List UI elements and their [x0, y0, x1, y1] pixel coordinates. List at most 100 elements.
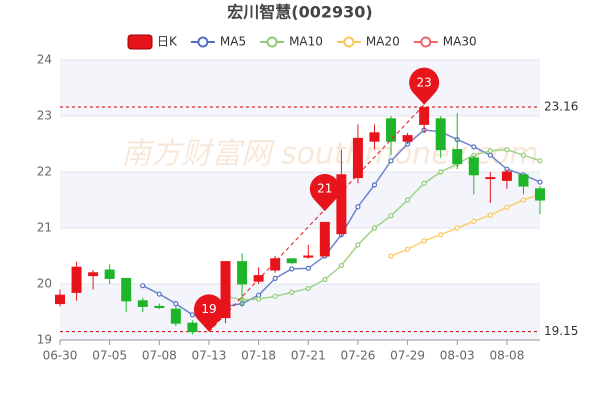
- y-tick-label: 24: [37, 53, 52, 67]
- candle-body: [468, 157, 479, 176]
- ma-point: [404, 197, 411, 203]
- pin-marker: [193, 294, 224, 332]
- ma-line: [225, 148, 541, 301]
- x-tick-label: 07-08: [142, 349, 177, 363]
- ma-point: [537, 158, 543, 164]
- ma-point: [471, 144, 477, 150]
- candle-body: [319, 221, 330, 257]
- ma-point: [487, 212, 493, 218]
- ma-point: [156, 291, 162, 297]
- ma-point: [173, 301, 179, 307]
- ma-point: [471, 218, 477, 224]
- ma-point: [438, 232, 444, 238]
- ma-point: [305, 285, 311, 292]
- candle-body: [485, 177, 496, 180]
- trend-line: [208, 104, 425, 332]
- grid-band: [60, 284, 540, 340]
- candle-body: [187, 322, 198, 333]
- candle-body: [237, 261, 248, 285]
- ma-point: [520, 152, 527, 158]
- candle-body: [501, 171, 512, 181]
- legend-swatch: [420, 36, 432, 48]
- ma-point: [272, 293, 278, 299]
- ma-point: [272, 275, 278, 281]
- legend-swatch: [197, 36, 209, 48]
- reference-label: 19.15: [544, 324, 578, 338]
- ma-point: [487, 148, 493, 154]
- candle-body: [88, 272, 99, 277]
- y-tick-label: 21: [37, 221, 52, 235]
- ma-line: [390, 193, 541, 257]
- chart-title: 宏川智慧(002930): [227, 3, 372, 22]
- ma-point: [371, 182, 378, 188]
- y-tick-label: 19: [37, 333, 52, 347]
- ma-point: [388, 158, 394, 164]
- candle-body: [270, 258, 281, 271]
- legend-swatch: [266, 36, 278, 48]
- y-tick-label: 20: [37, 277, 52, 291]
- pin-label: 19: [201, 302, 216, 316]
- candle-body: [402, 135, 413, 142]
- candle-body: [286, 258, 297, 264]
- ma-point: [355, 204, 361, 210]
- pin-marker: [309, 174, 340, 212]
- candle-body: [535, 188, 545, 201]
- ma-point: [289, 289, 295, 295]
- ma-point: [189, 312, 196, 318]
- candle-body: [369, 132, 380, 142]
- legend-label: MA20: [366, 35, 400, 49]
- pin-label: 21: [317, 182, 332, 196]
- candle-body: [386, 118, 397, 142]
- candle-body: [352, 137, 363, 179]
- ma-point: [504, 204, 510, 210]
- candle-body: [154, 305, 165, 309]
- x-tick-label: 07-21: [291, 349, 326, 363]
- ma-point: [404, 246, 411, 252]
- x-tick-label: 07-18: [241, 349, 276, 363]
- ma-point: [487, 152, 493, 158]
- y-tick-label: 22: [37, 165, 52, 179]
- x-tick-label: 06-30: [43, 349, 78, 363]
- legend-label: 日K: [157, 35, 178, 49]
- candle-body: [435, 118, 446, 151]
- reference-label: 23.16: [544, 100, 578, 114]
- ma-point: [305, 265, 311, 271]
- ma-point: [355, 242, 361, 248]
- x-tick-label: 08-08: [489, 349, 524, 363]
- ma-point: [338, 262, 344, 269]
- candle-body: [419, 107, 430, 125]
- grid-band: [60, 172, 540, 228]
- candle-body: [71, 266, 82, 293]
- candle-body: [137, 300, 148, 307]
- ma-point: [421, 238, 427, 244]
- x-tick-label: 07-05: [92, 349, 127, 363]
- legend-label: MA10: [289, 35, 323, 49]
- ma-point: [256, 296, 262, 302]
- candle-body: [220, 261, 231, 319]
- candle-body: [303, 255, 314, 258]
- legend-label: MA5: [220, 35, 246, 49]
- candle-body: [452, 149, 463, 165]
- ma-point: [454, 225, 460, 231]
- legend-swatch: [127, 34, 153, 50]
- candle-body: [104, 269, 115, 279]
- candle-body: [55, 294, 65, 305]
- x-tick-label: 07-29: [390, 349, 425, 363]
- ma-point: [388, 213, 394, 219]
- candle-body: [170, 308, 181, 324]
- x-tick-label: 08-03: [440, 349, 475, 363]
- y-tick-label: 23: [37, 109, 52, 123]
- ma-point: [537, 179, 543, 185]
- ma-point: [520, 197, 527, 203]
- ma-point: [438, 169, 444, 175]
- ma-point: [140, 283, 146, 289]
- x-tick-label: 07-13: [192, 349, 227, 363]
- legend-swatch: [343, 36, 355, 48]
- candle-body: [253, 275, 264, 282]
- ma-point: [322, 276, 328, 283]
- ma-point: [421, 180, 427, 186]
- candle-body: [336, 174, 347, 235]
- ma-point: [388, 253, 394, 259]
- ma-point: [504, 147, 510, 153]
